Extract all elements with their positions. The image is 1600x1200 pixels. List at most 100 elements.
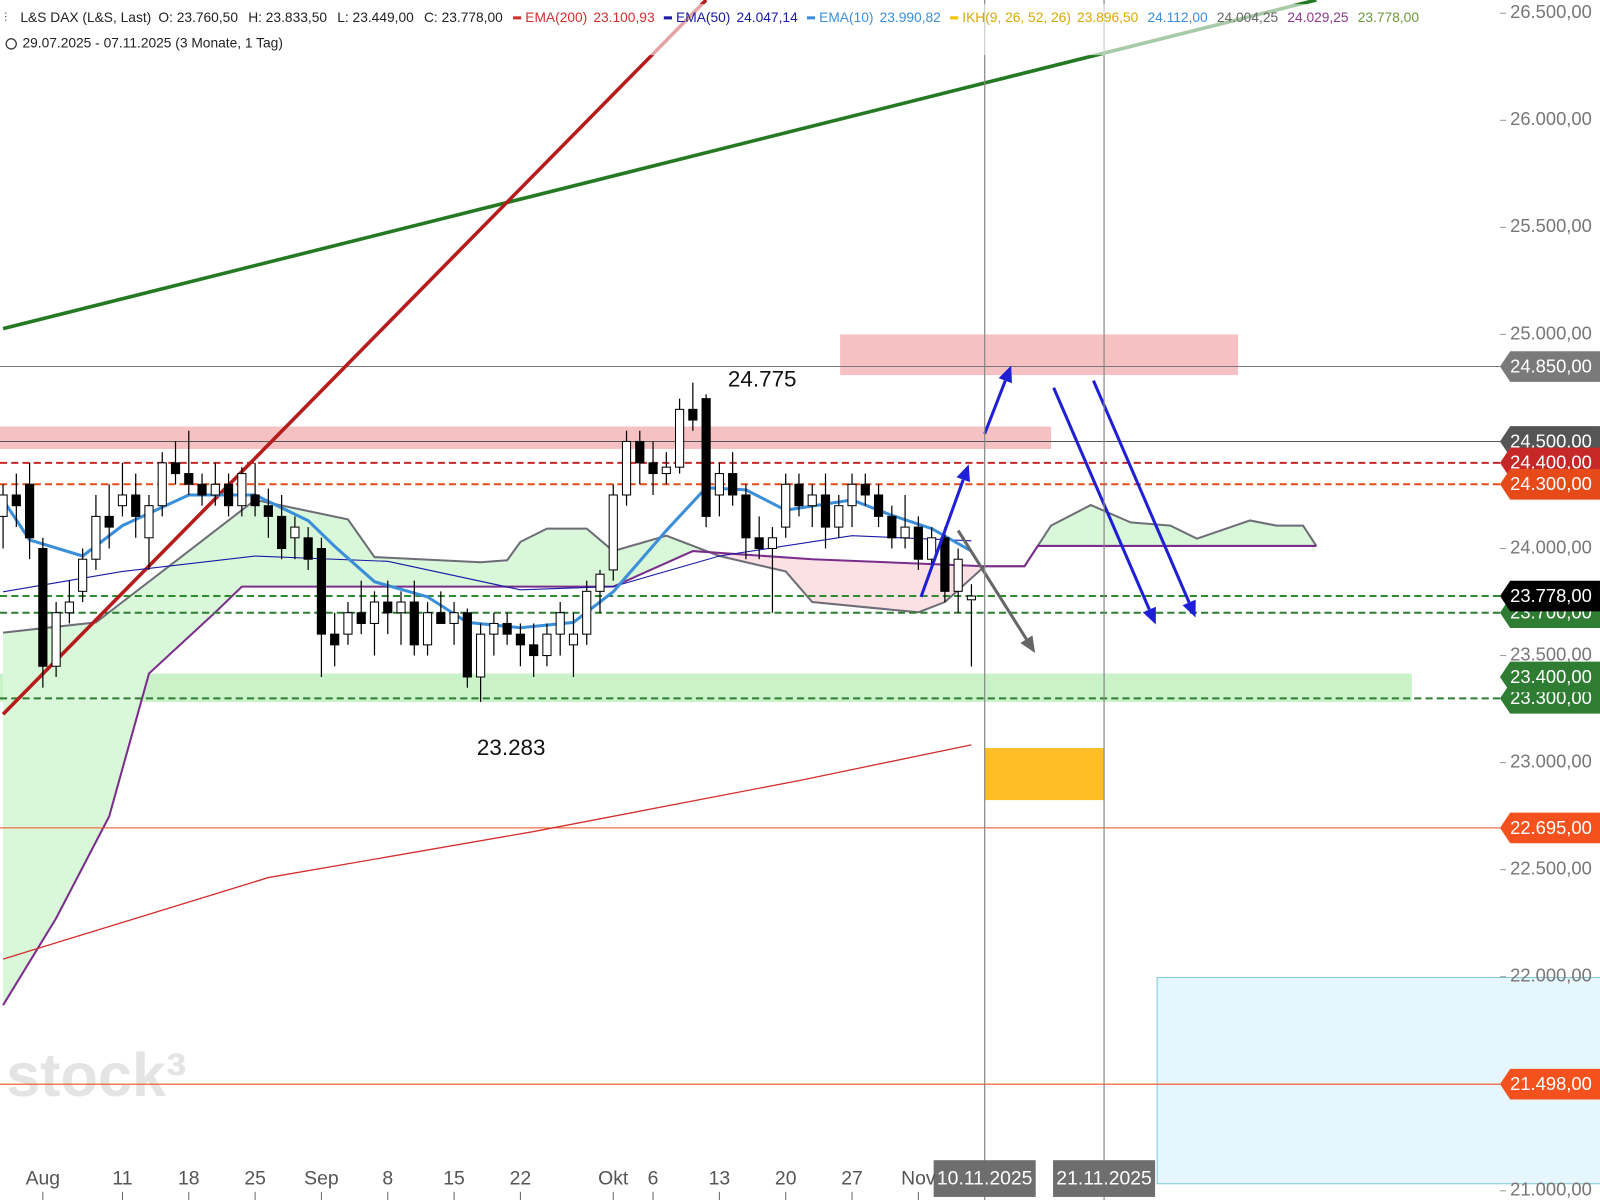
cloud-fill bbox=[759, 555, 763, 567]
x-tick-label: Nov bbox=[901, 1168, 936, 1190]
cloud-fill bbox=[1044, 530, 1049, 546]
header-text: 29.07.2025 - 07.11.2025 (3 Monate, 1 Tag… bbox=[22, 36, 282, 51]
cloud-fill bbox=[1143, 523, 1148, 546]
cloud-fill bbox=[225, 520, 229, 603]
cloud-fill bbox=[802, 558, 806, 595]
cloud-fill bbox=[1057, 520, 1062, 546]
candle-body bbox=[781, 483, 791, 528]
candle-body bbox=[303, 537, 313, 560]
header-text: IKH(9, 26, 52, 26) bbox=[962, 10, 1071, 25]
cloud-fill bbox=[931, 564, 936, 608]
candle-body bbox=[330, 633, 340, 646]
cloud-fill bbox=[825, 559, 830, 604]
cloud-fill bbox=[155, 573, 160, 668]
candle-body bbox=[38, 548, 48, 667]
cloud-fill bbox=[858, 561, 863, 607]
candle-body bbox=[635, 440, 645, 464]
cloud-fill bbox=[1090, 505, 1095, 546]
cloud-fill bbox=[852, 560, 856, 607]
arrow-head bbox=[1142, 606, 1156, 625]
cloud-fill bbox=[62, 625, 67, 906]
x-tick-label: 15 bbox=[443, 1168, 465, 1190]
cloud-fill bbox=[168, 563, 173, 656]
cloud-fill bbox=[918, 563, 922, 613]
zone bbox=[0, 426, 1052, 449]
candle-body bbox=[343, 612, 353, 635]
cloud-fill bbox=[467, 561, 471, 587]
cloud-fill bbox=[404, 558, 408, 587]
cloud-fill bbox=[745, 554, 750, 563]
cloud-fill bbox=[16, 630, 20, 984]
candle-body bbox=[51, 612, 61, 667]
candle-body bbox=[210, 483, 220, 496]
cloud-fill bbox=[905, 563, 909, 612]
cloud-fill bbox=[838, 560, 843, 605]
cloud-fill bbox=[533, 533, 538, 587]
cloud-fill bbox=[334, 516, 339, 587]
cloud-fill bbox=[1127, 520, 1131, 546]
date-marker-badge bbox=[933, 1160, 1036, 1197]
cloud-fill bbox=[185, 551, 190, 640]
candle-body bbox=[356, 612, 366, 624]
header-text: 24.004,25 bbox=[1217, 10, 1279, 25]
cloud-fill bbox=[1236, 523, 1241, 546]
cloud-fill bbox=[480, 561, 485, 587]
cloud-fill bbox=[231, 515, 236, 597]
cloud-fill bbox=[450, 560, 455, 587]
cloud-fill bbox=[586, 528, 591, 587]
candle-body bbox=[316, 548, 327, 635]
cloud-fill bbox=[1130, 522, 1135, 546]
cloud-fill bbox=[182, 553, 186, 643]
cloud-fill bbox=[288, 506, 292, 587]
x-tick-label: 20 bbox=[775, 1168, 797, 1190]
cloud-fill bbox=[818, 559, 823, 603]
cloud-fill bbox=[500, 560, 505, 587]
cloud-fill bbox=[195, 543, 200, 631]
candle-body bbox=[290, 526, 300, 539]
cloud-fill bbox=[540, 530, 544, 587]
cloud-fill bbox=[125, 596, 130, 757]
zone bbox=[840, 334, 1239, 376]
cloud-fill bbox=[570, 528, 574, 587]
cloud-fill bbox=[1150, 523, 1155, 546]
cloud-fill bbox=[1256, 521, 1261, 546]
candle-body bbox=[436, 612, 446, 624]
candle-body bbox=[157, 462, 167, 507]
cloud-fill bbox=[1213, 531, 1218, 546]
cloud-fill bbox=[881, 562, 886, 610]
cloud-fill bbox=[520, 540, 525, 587]
arrow-shaft bbox=[919, 479, 965, 598]
candle-body bbox=[91, 515, 101, 560]
cloud-fill bbox=[795, 558, 800, 587]
candle-body bbox=[502, 622, 512, 635]
candle-body bbox=[24, 483, 35, 539]
cloud-fill bbox=[676, 539, 680, 559]
cloud-fill bbox=[1206, 534, 1211, 546]
cloud-fill bbox=[95, 619, 100, 842]
candle-body bbox=[966, 595, 977, 601]
candle-body bbox=[834, 505, 844, 528]
cloud-fill bbox=[619, 548, 624, 584]
y-tick-label: 26.000,00 bbox=[1510, 108, 1592, 129]
candle-body bbox=[767, 537, 778, 550]
cloud-fill bbox=[1087, 505, 1092, 546]
cloud-fill bbox=[1196, 537, 1201, 546]
cloud-fill bbox=[1296, 525, 1301, 546]
cloud-fill bbox=[129, 594, 133, 745]
cloud-fill bbox=[361, 538, 365, 587]
candle-body bbox=[131, 494, 141, 517]
cloud-fill bbox=[483, 561, 488, 587]
cloud-fill bbox=[79, 623, 83, 874]
candle-body bbox=[237, 473, 247, 507]
cloud-fill bbox=[410, 558, 415, 587]
candle-body bbox=[582, 590, 592, 635]
cloud-fill bbox=[42, 627, 47, 940]
cloud-fill bbox=[172, 561, 176, 653]
cloud-fill bbox=[248, 502, 253, 587]
candle-body bbox=[728, 473, 738, 496]
header-bg bbox=[0, 4, 1429, 56]
cloud-fill bbox=[1060, 518, 1065, 546]
candle-body bbox=[78, 558, 88, 592]
header-text: EMA(10) bbox=[819, 10, 873, 25]
cloud-fill bbox=[381, 557, 385, 587]
